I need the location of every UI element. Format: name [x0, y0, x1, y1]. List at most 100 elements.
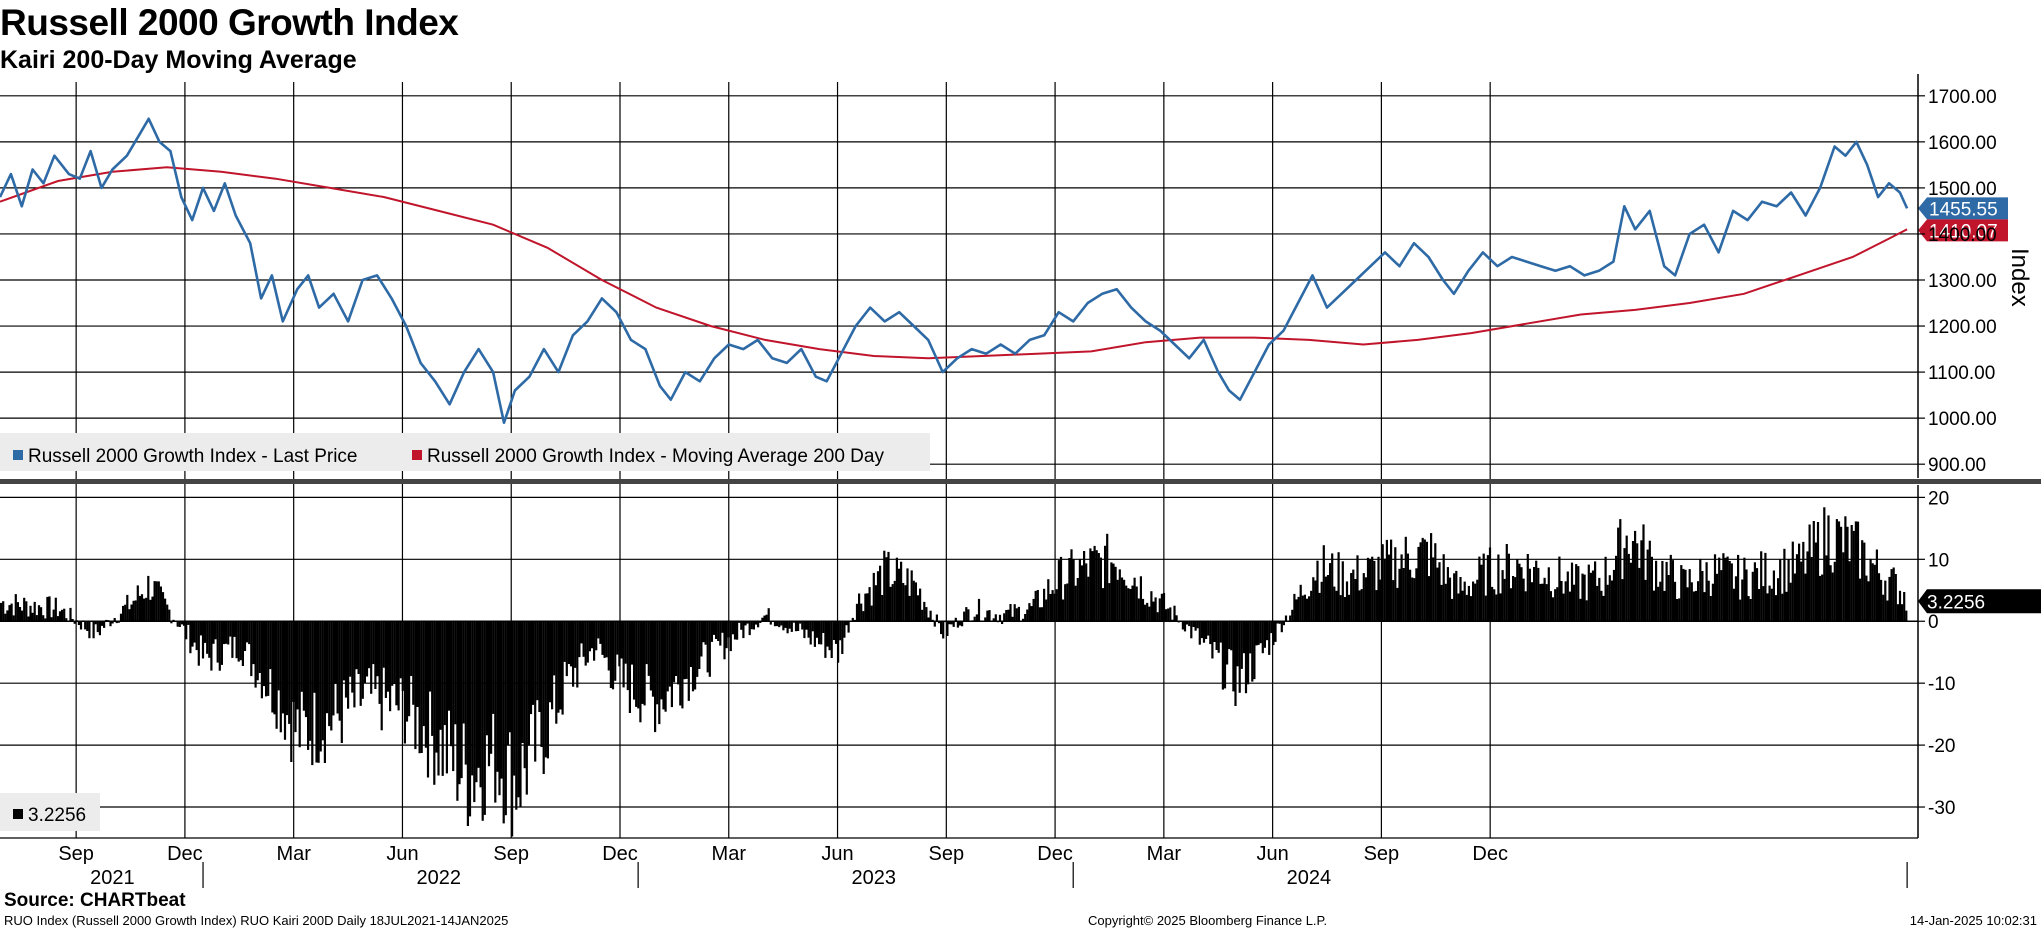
kairi-bar — [828, 621, 831, 651]
kairi-bar — [563, 621, 566, 662]
kairi-bar — [1421, 537, 1424, 622]
kairi-bar — [1842, 552, 1845, 622]
kairi-bar — [696, 621, 699, 677]
kairi-bar — [1875, 549, 1878, 622]
price-tick-label: 1100.00 — [1928, 363, 1995, 384]
kairi-bar — [1610, 580, 1613, 622]
kairi-bar — [27, 616, 30, 622]
kairi-bar — [662, 621, 665, 710]
kairi-bar — [1213, 621, 1216, 642]
x-tick-month: Jun — [821, 843, 853, 865]
kairi-bar — [1718, 557, 1721, 622]
kairi-bar — [309, 621, 312, 741]
kairi-bar — [195, 621, 198, 651]
kairi-bar — [193, 621, 196, 643]
kairi-bar — [151, 596, 154, 622]
kairi-bar — [1497, 554, 1500, 622]
kairi-bar — [1434, 543, 1437, 622]
kairi-bar — [220, 621, 223, 665]
kairi-bar — [704, 621, 707, 645]
kairi-bar — [315, 621, 318, 763]
kairi-bar — [115, 621, 118, 624]
kairi-bar — [958, 621, 962, 626]
kairi-bar — [790, 621, 793, 632]
kairi-bar — [998, 614, 1002, 622]
kairi-bar — [569, 621, 573, 667]
kairi-bar — [1030, 606, 1033, 622]
kairi-bar — [420, 621, 423, 753]
kairi-bar — [1223, 621, 1227, 689]
kairi-bar — [1669, 554, 1672, 622]
kairi-bar — [1612, 569, 1616, 622]
kairi-bar — [1619, 519, 1622, 622]
kairi-bar — [1739, 599, 1742, 622]
kairi-bar — [1829, 565, 1832, 622]
kairi-bar — [25, 601, 28, 622]
kairi-bar — [559, 621, 562, 710]
kairi-plot: 3.2256 3.2256 — [0, 507, 2041, 837]
kairi-bar — [937, 621, 941, 624]
kairi-bar — [1074, 585, 1077, 622]
kairi-bar — [1871, 563, 1874, 622]
kairi-bar — [1360, 589, 1363, 622]
x-tick-month: Jun — [386, 843, 418, 865]
kairi-bar — [1007, 609, 1010, 622]
kairi-bar — [1480, 564, 1483, 622]
kairi-bar — [100, 621, 104, 626]
kairi-bar — [1337, 552, 1340, 622]
kairi-bar — [1905, 610, 1908, 622]
kairi-bar — [361, 621, 364, 699]
kairi-bar — [252, 621, 255, 665]
kairi-bar — [496, 621, 499, 772]
kairi-bar — [736, 621, 739, 640]
kairi-bar — [1867, 581, 1870, 622]
kairi-bar — [14, 594, 17, 622]
kairi-bar — [666, 621, 669, 692]
kairi-bar — [124, 604, 127, 622]
kairi-bar — [1661, 561, 1664, 622]
kairi-bar — [1846, 526, 1849, 622]
kairi-bar — [363, 621, 366, 684]
kairi-bar — [92, 621, 95, 639]
chart-subtitle: Kairi 200-Day Moving Average — [0, 46, 357, 74]
kairi-bar — [1755, 568, 1759, 622]
kairi-bar — [691, 621, 695, 692]
kairi-bar — [1057, 560, 1060, 622]
kairi-bar — [111, 621, 114, 624]
kairi-bar — [1087, 576, 1090, 622]
kairi-bar — [241, 621, 244, 666]
kairi-bar — [1528, 568, 1531, 622]
kairi-bar — [1837, 521, 1841, 622]
kairi-bar — [1652, 590, 1656, 622]
kairi-bar — [1486, 555, 1489, 622]
kairi-bar — [412, 621, 415, 705]
axis-layer: 900.00 1000.00 1100.00 1200.00 1300.00 1400.0… — [0, 74, 2033, 889]
kairi-bar — [431, 621, 434, 736]
kairi-bar — [1766, 593, 1769, 622]
kairi-bar — [1339, 595, 1342, 622]
kairi-bar — [572, 621, 575, 687]
kairi-bar — [1720, 570, 1723, 622]
kairi-bar — [271, 621, 274, 713]
kairi-bar — [765, 614, 768, 622]
kairi-bar — [1038, 607, 1041, 622]
kairi-bar — [1375, 590, 1378, 622]
kairi-bar — [647, 621, 650, 676]
kairi-bar — [1673, 581, 1677, 622]
kairi-bar — [870, 605, 873, 622]
kairi-bar — [1472, 581, 1475, 622]
kairi-bar — [477, 621, 480, 768]
kairi-bar — [1779, 559, 1782, 622]
kairi-bar — [44, 618, 47, 622]
kairi-bar — [1303, 594, 1306, 622]
kairi-bar — [773, 621, 777, 627]
kairi-bar — [1671, 560, 1674, 622]
kairi-bar — [1141, 598, 1145, 622]
kairi-bar — [845, 621, 848, 626]
kairi-bar — [1602, 595, 1605, 622]
kairi-bar — [1676, 599, 1679, 622]
kairi-bar — [1335, 590, 1338, 622]
kairi-bar — [391, 621, 394, 686]
kairi-bar — [992, 618, 995, 622]
kairi-bar — [1566, 571, 1569, 622]
